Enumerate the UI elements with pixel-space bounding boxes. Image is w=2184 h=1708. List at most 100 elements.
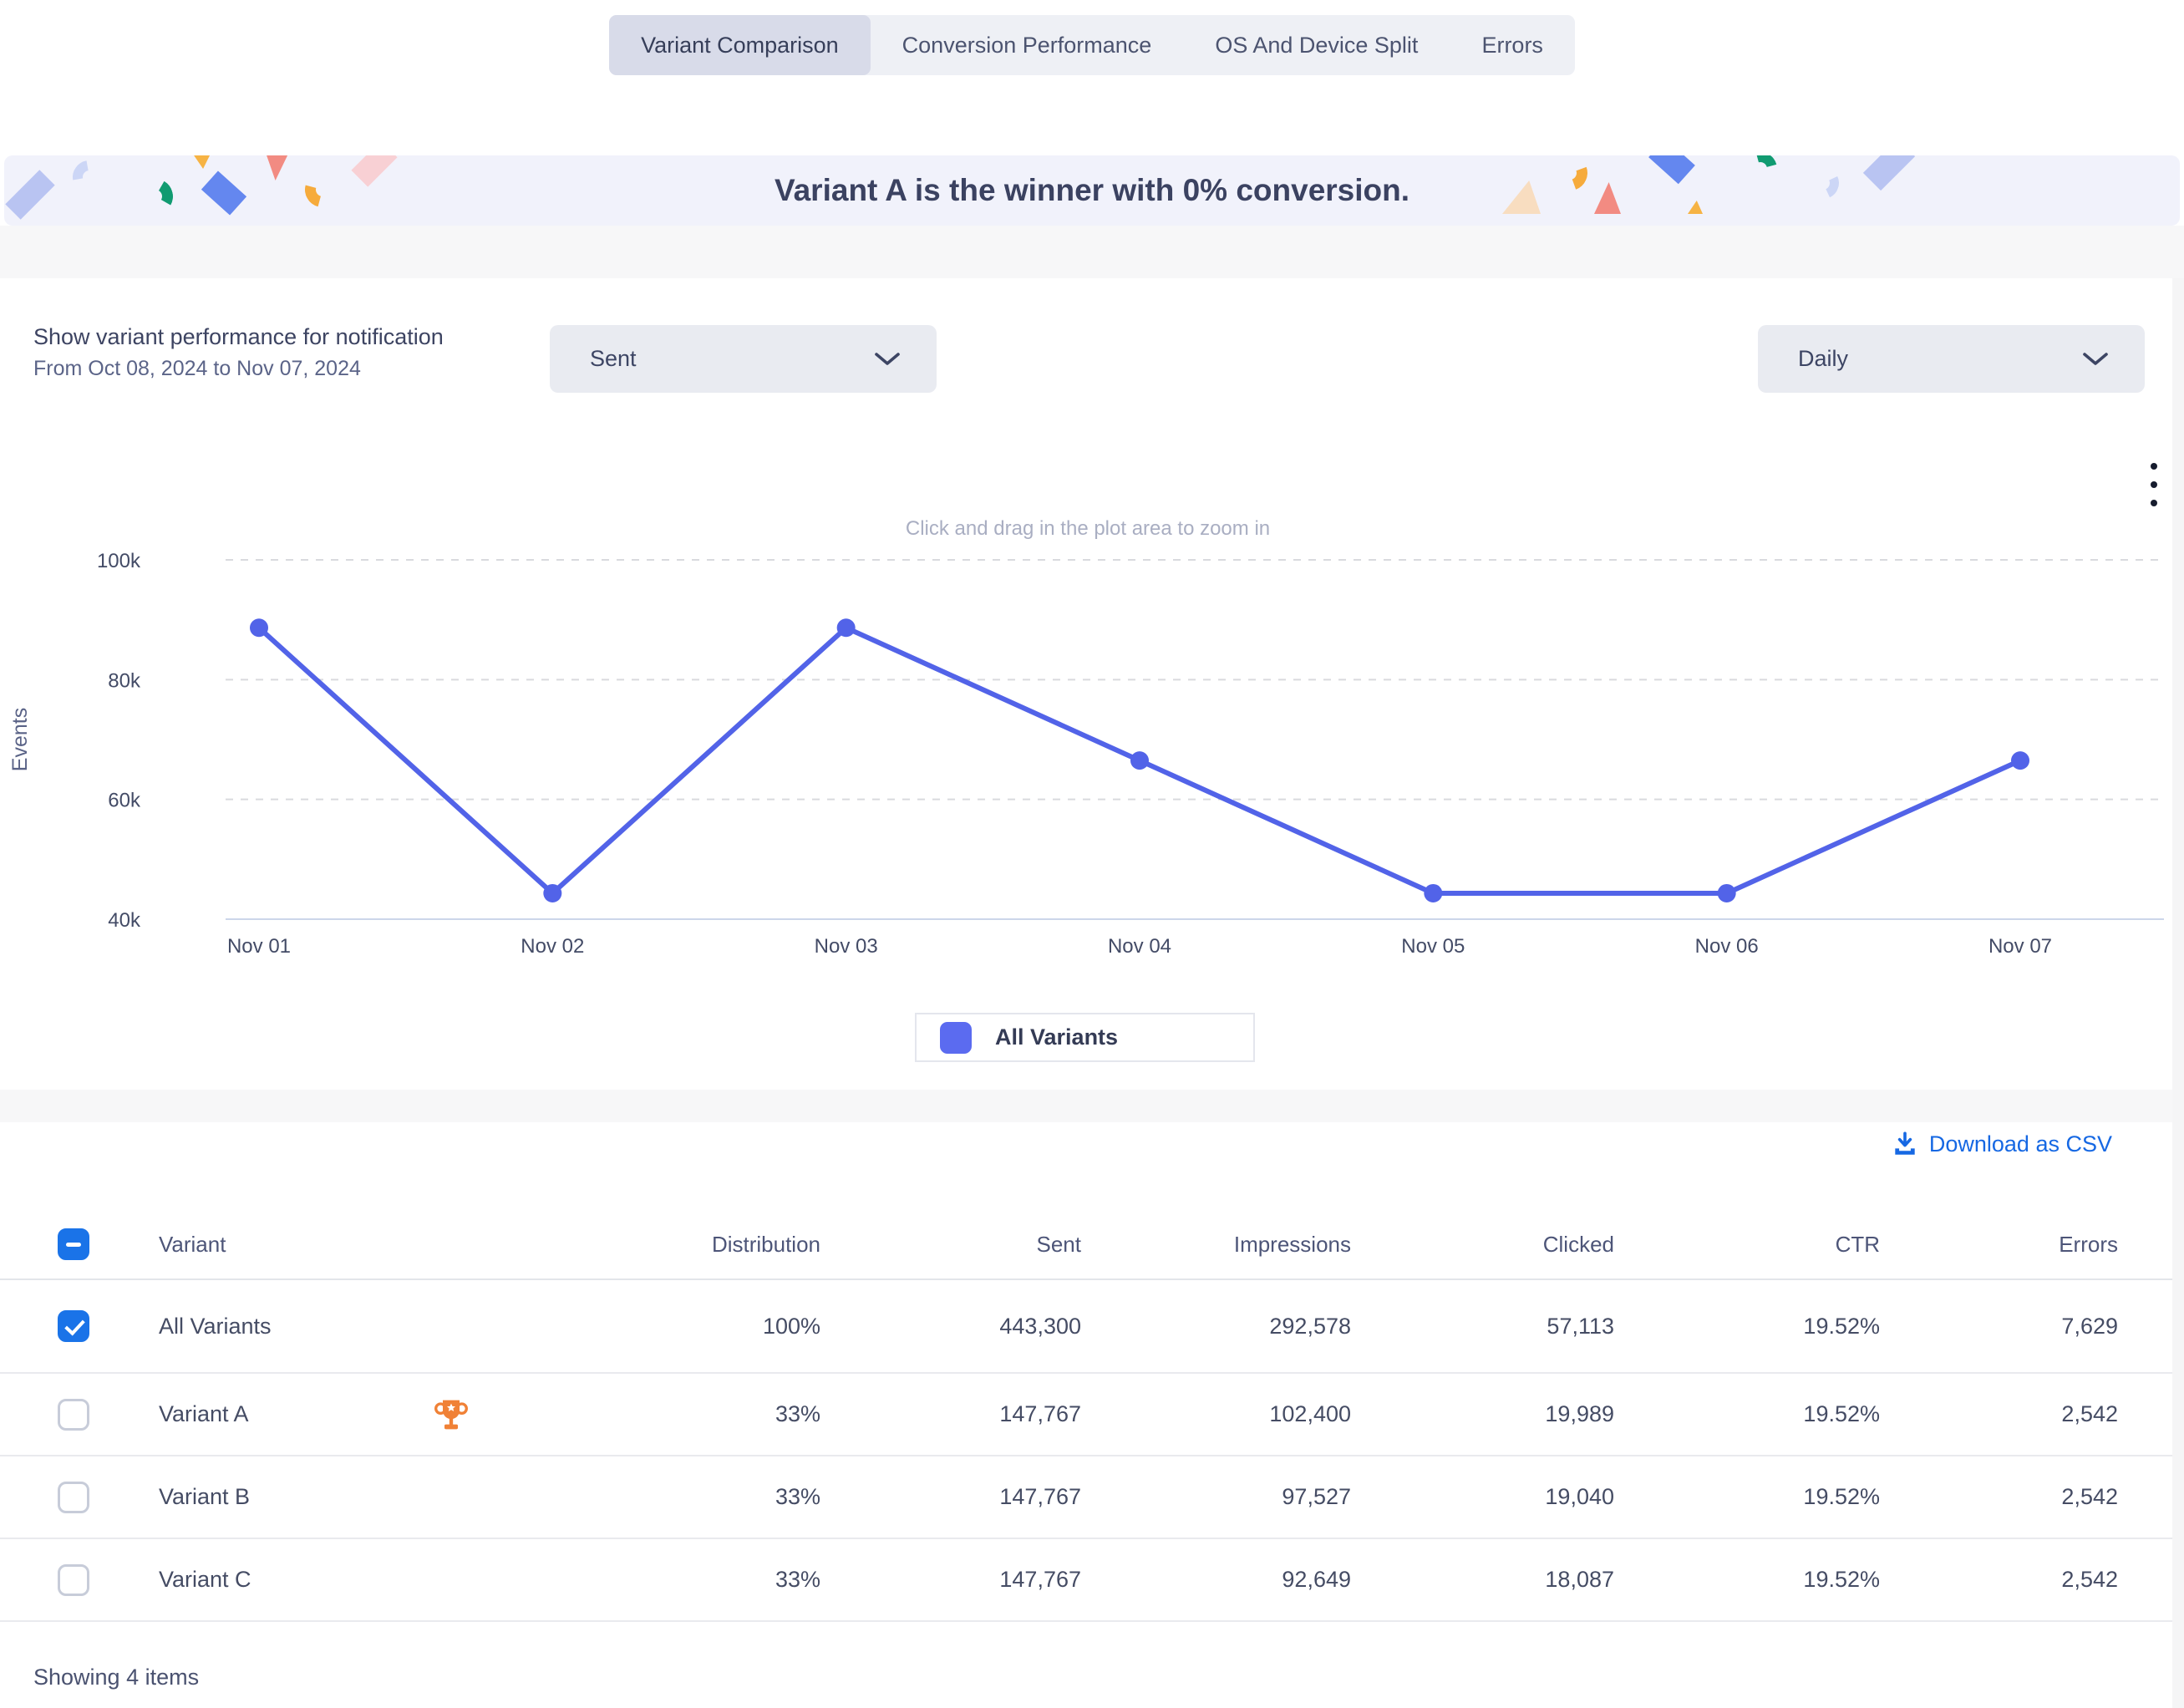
download-csv-label: Download as CSV xyxy=(1928,1131,2112,1156)
column-header-distribution[interactable]: Distribution xyxy=(711,1231,820,1257)
x-tick-label: Nov 02 xyxy=(521,935,584,958)
data-point[interactable] xyxy=(2011,751,2029,770)
confetti-icon xyxy=(201,170,247,216)
confetti-icon xyxy=(1648,155,1695,185)
confetti-icon xyxy=(1502,180,1541,214)
data-point[interactable] xyxy=(250,618,268,638)
sent-cell: 443,300 xyxy=(999,1313,1081,1339)
variant-cell: All Variants xyxy=(114,1314,543,1339)
x-tick-label: Nov 04 xyxy=(1108,935,1171,958)
row-checkbox[interactable] xyxy=(58,1563,89,1596)
clicked-cell: 19,040 xyxy=(1545,1484,1614,1509)
confetti-icon xyxy=(5,170,55,220)
chart-title: Show variant performance for notificatio… xyxy=(33,324,444,349)
line-chart-svg: Click and drag in the plot area to zoom … xyxy=(8,517,2164,958)
interval-dropdown[interactable]: Daily xyxy=(1758,325,2145,393)
chart-hint: Click and drag in the plot area to zoom … xyxy=(906,517,1270,540)
variant-name: Variant A xyxy=(159,1401,249,1426)
row-checkbox[interactable] xyxy=(58,1310,89,1342)
data-point[interactable] xyxy=(543,883,562,902)
column-header-clicked[interactable]: Clicked xyxy=(1542,1231,1614,1257)
confetti-icon xyxy=(1688,201,1703,214)
top-bar: Variant Comparison Conversion Performanc… xyxy=(0,0,2184,155)
data-point[interactable] xyxy=(1424,883,1443,902)
clicked-cell: 18,087 xyxy=(1545,1567,1614,1592)
y-tick-label: 60k xyxy=(108,790,141,812)
chart-title-block: Show variant performance for notificatio… xyxy=(33,322,444,385)
confetti-icon xyxy=(1737,155,1784,192)
metric-dropdown-value: Sent xyxy=(590,346,637,371)
section-divider xyxy=(0,1090,2184,1122)
x-tick-label: Nov 01 xyxy=(227,935,291,958)
metric-dropdown[interactable]: Sent xyxy=(550,325,937,393)
download-csv-link[interactable]: Download as CSV xyxy=(1891,1130,2112,1158)
clicked-cell: 19,989 xyxy=(1545,1401,1614,1426)
column-header-variant[interactable]: Variant xyxy=(159,1231,226,1257)
ctr-cell: 19.52% xyxy=(1803,1484,1880,1509)
impressions-cell: 102,400 xyxy=(1269,1401,1351,1426)
confetti-icon xyxy=(1802,162,1844,204)
winner-message: Variant A is the winner with 0% conversi… xyxy=(774,173,1410,207)
tab[interactable]: Variant Comparison xyxy=(609,15,871,75)
x-tick-label: Nov 05 xyxy=(1401,935,1465,958)
table-header: Variant Distribution Sent Impressions Cl… xyxy=(0,1210,2184,1280)
distribution-cell: 100% xyxy=(762,1313,820,1339)
confetti-icon xyxy=(351,155,398,187)
confetti-icon xyxy=(1594,182,1621,214)
confetti-icon xyxy=(265,155,290,180)
column-header-ctr[interactable]: CTR xyxy=(1835,1231,1880,1257)
errors-cell: 2,542 xyxy=(2061,1567,2118,1592)
sent-cell: 147,767 xyxy=(999,1401,1081,1426)
column-header-impressions[interactable]: Impressions xyxy=(1233,1231,1351,1257)
impressions-cell: 92,649 xyxy=(1282,1567,1351,1592)
confetti-icon xyxy=(190,155,212,169)
column-header-sent[interactable]: Sent xyxy=(1036,1231,1082,1257)
data-point[interactable] xyxy=(1130,751,1149,770)
variant-cell: Variant C xyxy=(114,1567,543,1593)
tab[interactable]: Errors xyxy=(1481,32,1543,58)
data-point[interactable] xyxy=(1717,883,1736,902)
row-checkbox[interactable] xyxy=(58,1481,89,1513)
x-tick-label: Nov 03 xyxy=(815,935,878,958)
legend-swatch-icon xyxy=(940,1021,972,1054)
confetti-icon xyxy=(1547,155,1593,196)
distribution-cell: 33% xyxy=(775,1484,820,1509)
variant-name: Variant C xyxy=(159,1567,251,1592)
y-axis-title: Events xyxy=(8,708,32,771)
ctr-cell: 19.52% xyxy=(1803,1401,1880,1426)
column-header-errors[interactable]: Errors xyxy=(2059,1231,2118,1257)
tab[interactable]: Conversion Performance xyxy=(902,32,1152,58)
chart-date-range: From Oct 08, 2024 to Nov 07, 2024 xyxy=(33,357,361,380)
download-icon xyxy=(1895,1131,1915,1155)
distribution-cell: 33% xyxy=(775,1401,820,1426)
chart-legend[interactable]: All Variants xyxy=(915,1013,1255,1062)
table-row: Variant C 33% 147,767 92,649 18,087 19.5… xyxy=(0,1539,2184,1622)
data-point[interactable] xyxy=(836,618,856,638)
variant-name: Variant B xyxy=(159,1484,251,1509)
sent-cell: 147,767 xyxy=(999,1567,1081,1592)
y-tick-label: 40k xyxy=(108,909,141,932)
interval-dropdown-value: Daily xyxy=(1798,346,1849,371)
chevron-down-icon xyxy=(875,352,900,365)
table-body: All Variants 100% 443,300 292,578 57,113… xyxy=(0,1280,2184,1622)
scrollbar-track[interactable] xyxy=(2172,278,2184,1708)
impressions-cell: 97,527 xyxy=(1282,1484,1351,1509)
confetti-icon xyxy=(1862,155,1916,191)
winner-banner: Variant A is the winner with 0% conversi… xyxy=(4,155,2180,226)
confetti-icon xyxy=(66,155,113,201)
tab[interactable]: OS And Device Split xyxy=(1215,32,1419,58)
ctr-cell: 19.52% xyxy=(1803,1313,1880,1339)
errors-cell: 2,542 xyxy=(2061,1401,2118,1426)
x-tick-label: Nov 07 xyxy=(1988,935,2052,958)
row-checkbox[interactable] xyxy=(58,1398,89,1431)
variant-name: All Variants xyxy=(159,1313,272,1339)
chart-menu-kebab-icon[interactable] xyxy=(2137,460,2171,510)
confetti-icon xyxy=(134,175,177,218)
table-row: Variant B 33% 147,767 97,527 19,040 19.5… xyxy=(0,1456,2184,1539)
table-row: Variant A 33% 147,767 102,400 19,989 19.… xyxy=(0,1374,2184,1456)
select-all-checkbox[interactable] xyxy=(58,1228,89,1260)
line-chart[interactable]: Click and drag in the plot area to zoom … xyxy=(0,451,2184,990)
impressions-cell: 292,578 xyxy=(1269,1313,1351,1339)
tab-group: Variant Comparison Conversion Performanc… xyxy=(609,15,1575,75)
